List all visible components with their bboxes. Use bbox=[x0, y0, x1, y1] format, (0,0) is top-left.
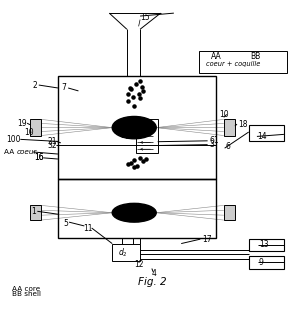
Text: 12: 12 bbox=[134, 260, 144, 269]
Point bbox=[132, 103, 136, 108]
Bar bbox=[224, 119, 235, 136]
Text: 21: 21 bbox=[48, 137, 57, 146]
Point bbox=[128, 86, 132, 91]
Text: 61: 61 bbox=[209, 136, 219, 145]
Bar bbox=[199, 51, 287, 73]
Text: 2: 2 bbox=[33, 81, 38, 90]
Bar bbox=[136, 119, 158, 153]
Text: 100: 100 bbox=[7, 135, 21, 144]
Point bbox=[138, 78, 142, 83]
Text: 11: 11 bbox=[83, 225, 92, 233]
Point bbox=[126, 161, 131, 166]
Point bbox=[139, 84, 144, 89]
Text: 4: 4 bbox=[152, 269, 157, 278]
Point bbox=[141, 88, 146, 93]
Point bbox=[126, 99, 131, 104]
Text: coeur: coeur bbox=[16, 149, 37, 155]
Bar bbox=[249, 239, 284, 251]
Point bbox=[138, 96, 142, 101]
Bar bbox=[224, 205, 235, 220]
Bar bbox=[112, 244, 140, 261]
Text: 10: 10 bbox=[24, 128, 34, 137]
Text: 9: 9 bbox=[259, 258, 264, 267]
Text: AA core: AA core bbox=[11, 286, 40, 292]
Bar bbox=[249, 256, 284, 268]
Text: 5: 5 bbox=[64, 219, 69, 228]
Text: 16: 16 bbox=[34, 153, 44, 162]
Text: $d_1$: $d_1$ bbox=[119, 129, 129, 142]
Text: 17: 17 bbox=[202, 235, 212, 244]
Text: 32: 32 bbox=[48, 141, 57, 150]
Text: 6: 6 bbox=[225, 142, 230, 151]
Bar bbox=[249, 125, 284, 141]
Text: BB shell: BB shell bbox=[11, 291, 40, 297]
Point bbox=[144, 156, 148, 161]
Bar bbox=[30, 205, 41, 220]
Text: 7: 7 bbox=[61, 83, 66, 92]
Text: $d_2$: $d_2$ bbox=[118, 246, 128, 259]
Point bbox=[129, 160, 134, 165]
Text: 3: 3 bbox=[209, 140, 214, 149]
Ellipse shape bbox=[112, 203, 156, 222]
Text: 18: 18 bbox=[238, 120, 248, 128]
Point bbox=[126, 91, 131, 96]
Bar bbox=[58, 179, 216, 238]
Point bbox=[132, 157, 136, 162]
Text: 15: 15 bbox=[140, 13, 150, 22]
Point bbox=[133, 81, 138, 86]
Point bbox=[130, 94, 135, 99]
Bar bbox=[30, 119, 41, 136]
Text: 14: 14 bbox=[257, 132, 267, 141]
Text: AA: AA bbox=[211, 52, 221, 61]
Bar bbox=[58, 76, 216, 179]
Text: 16: 16 bbox=[34, 153, 44, 162]
Text: Fig. 2: Fig. 2 bbox=[137, 277, 166, 287]
Text: AA: AA bbox=[4, 149, 16, 155]
Point bbox=[136, 91, 141, 96]
Point bbox=[129, 87, 134, 92]
Point bbox=[132, 165, 136, 170]
Ellipse shape bbox=[112, 116, 156, 139]
Text: 19: 19 bbox=[17, 119, 26, 128]
Text: BB: BB bbox=[250, 52, 260, 61]
Text: coeur + coquille: coeur + coquille bbox=[206, 62, 260, 67]
Text: 10: 10 bbox=[219, 110, 229, 119]
Point bbox=[135, 163, 140, 168]
Point bbox=[138, 156, 142, 161]
Point bbox=[141, 159, 146, 164]
Text: 1: 1 bbox=[32, 207, 36, 216]
Text: 13: 13 bbox=[259, 240, 268, 249]
